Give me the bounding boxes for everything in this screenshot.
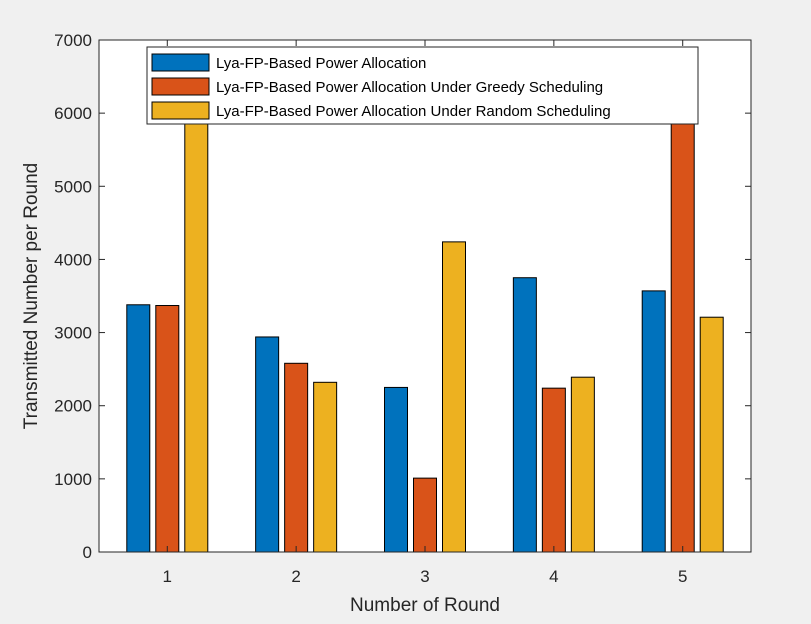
y-axis-title: Transmitted Number per Round	[21, 163, 42, 429]
y-tick-label: 4000	[54, 250, 92, 269]
bar-round-2-series-3	[313, 381, 338, 553]
bar-round-3-series-1	[384, 386, 408, 553]
tick-labels-group: 0 1000 2000 3000 4000 5000 6000 7000 1 2 3 4 5	[54, 31, 687, 586]
x-tick-label: 5	[678, 567, 687, 586]
legend-swatch	[151, 101, 210, 120]
bar-round-4-series-2	[541, 387, 566, 553]
bar-round-3-series-3	[442, 241, 466, 553]
legend-label: Lya-FP-Based Power Allocation Under Rand…	[216, 103, 611, 120]
y-tick-label: 3000	[54, 324, 92, 343]
bar-round-4-series-1	[512, 277, 537, 553]
x-tick-label: 1	[163, 567, 172, 586]
bar-round-4-series-3	[570, 376, 595, 553]
bar-round-1-series-3	[184, 112, 209, 553]
y-tick-label: 0	[83, 543, 92, 562]
bar-round-1-series-1	[126, 304, 151, 553]
y-tick-label: 7000	[54, 31, 92, 50]
bar-round-2-series-2	[284, 362, 309, 553]
y-tick-label: 1000	[54, 470, 92, 489]
legend-swatch	[151, 53, 210, 72]
y-tick-label: 6000	[54, 104, 92, 123]
legend-box	[146, 46, 699, 125]
bar-round-5-series-1	[641, 290, 666, 553]
x-axis-title: Number of Round	[350, 595, 500, 616]
axes-group	[98, 39, 752, 553]
legend-swatch	[151, 77, 210, 96]
legend-label: Lya-FP-Based Power Allocation Under Gree…	[216, 79, 603, 96]
x-tick-label: 3	[420, 567, 429, 586]
y-tick-label: 2000	[54, 397, 92, 416]
bar-round-1-series-2	[155, 305, 180, 553]
bar-round-3-series-2	[413, 477, 437, 553]
y-tick-label: 5000	[54, 177, 92, 196]
bars-group	[126, 112, 724, 553]
bar-round-5-series-2	[670, 113, 695, 553]
bar-round-2-series-1	[255, 336, 280, 553]
legend-label: Lya-FP-Based Power Allocation	[216, 55, 426, 72]
x-tick-label: 2	[291, 567, 300, 586]
bar-round-5-series-3	[699, 316, 724, 553]
x-tick-label: 4	[549, 567, 558, 586]
legend: Lya-FP-Based Power Allocation Lya-FP-Base…	[146, 46, 699, 125]
